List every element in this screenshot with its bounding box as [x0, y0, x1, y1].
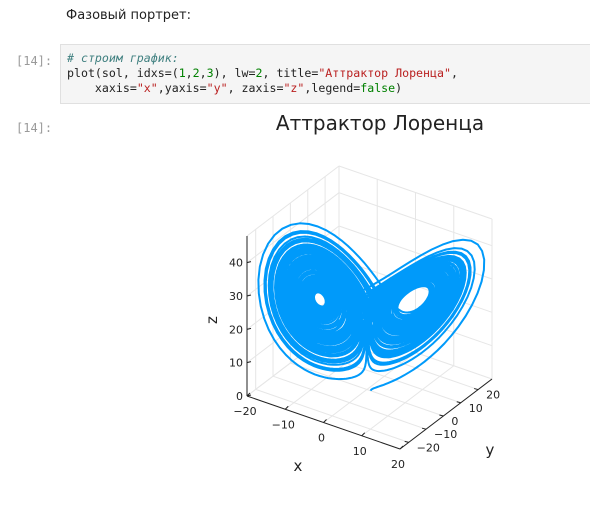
- z-tick-label: 10: [229, 357, 243, 370]
- code-token: ,: [451, 66, 458, 80]
- code-string: "Аттрактор Лоренца": [318, 66, 451, 80]
- code-number: 2: [193, 66, 200, 80]
- y-tick-mark: [439, 415, 443, 416]
- grid-line: [290, 363, 443, 416]
- code-token: , title=: [262, 66, 318, 80]
- y-tick-mark: [474, 389, 478, 390]
- code-number: 1: [179, 66, 186, 80]
- z-tick-label: 20: [229, 323, 243, 336]
- y-tick-mark: [405, 441, 409, 442]
- code-token: ), lw=: [214, 66, 256, 80]
- z-tick-label: 40: [229, 257, 243, 270]
- code-token: ): [395, 81, 402, 95]
- code-string: "x": [137, 81, 158, 95]
- code-token: ,: [186, 66, 193, 80]
- code-token: xaxis=: [67, 81, 137, 95]
- code-token: ,: [200, 66, 207, 80]
- x-tick-label: 20: [391, 458, 405, 471]
- x-tick-label: −20: [233, 405, 256, 418]
- y-tick-label: −20: [417, 441, 440, 454]
- y-tick-label: 0: [451, 415, 458, 428]
- code-token: ,yaxis=: [158, 81, 207, 95]
- y-tick-label: 20: [486, 389, 500, 402]
- y-axis-label: y: [486, 441, 495, 459]
- code-editor[interactable]: # строим график: plot(sol, idxs=(1,2,3),…: [67, 51, 458, 96]
- z-tick-label: 0: [236, 390, 243, 403]
- y-tick-label: −10: [434, 428, 457, 441]
- grid-line: [273, 376, 426, 429]
- code-number: 3: [207, 66, 214, 80]
- lorenz-attractor-plot: Аттрактор Лоренца −20−1001020−20−1001020…: [60, 106, 590, 526]
- code-string: "z": [283, 81, 304, 95]
- grid-line: [256, 389, 409, 442]
- chart-title: Аттрактор Лоренца: [276, 111, 484, 135]
- x-tick-label: 10: [353, 445, 367, 458]
- x-tick-label: 0: [318, 432, 325, 445]
- code-token: ,legend=: [304, 81, 360, 95]
- code-token: , zaxis=: [228, 81, 284, 95]
- code-comment: # строим график:: [67, 51, 179, 65]
- y-tick-mark: [422, 428, 426, 429]
- code-token: plot(sol, idxs=(: [67, 66, 179, 80]
- z-axis-label: z: [203, 316, 221, 324]
- code-keyword: false: [360, 81, 395, 95]
- z-tick-label: 30: [229, 290, 243, 303]
- code-cell[interactable]: # строим график: plot(sol, idxs=(1,2,3),…: [60, 44, 590, 104]
- x-tick-label: −10: [272, 418, 295, 431]
- data-layer: [258, 223, 484, 390]
- code-string: "y": [207, 81, 228, 95]
- y-tick-label: 10: [469, 402, 483, 415]
- cell-input-prompt: [14]:: [16, 54, 52, 68]
- series-line-trajectory: [258, 223, 484, 390]
- markdown-text: Фазовый портрет:: [66, 8, 191, 23]
- y-tick-mark: [457, 402, 461, 403]
- cell-output-prompt: [14]:: [16, 121, 52, 135]
- x-axis-label: x: [294, 457, 303, 475]
